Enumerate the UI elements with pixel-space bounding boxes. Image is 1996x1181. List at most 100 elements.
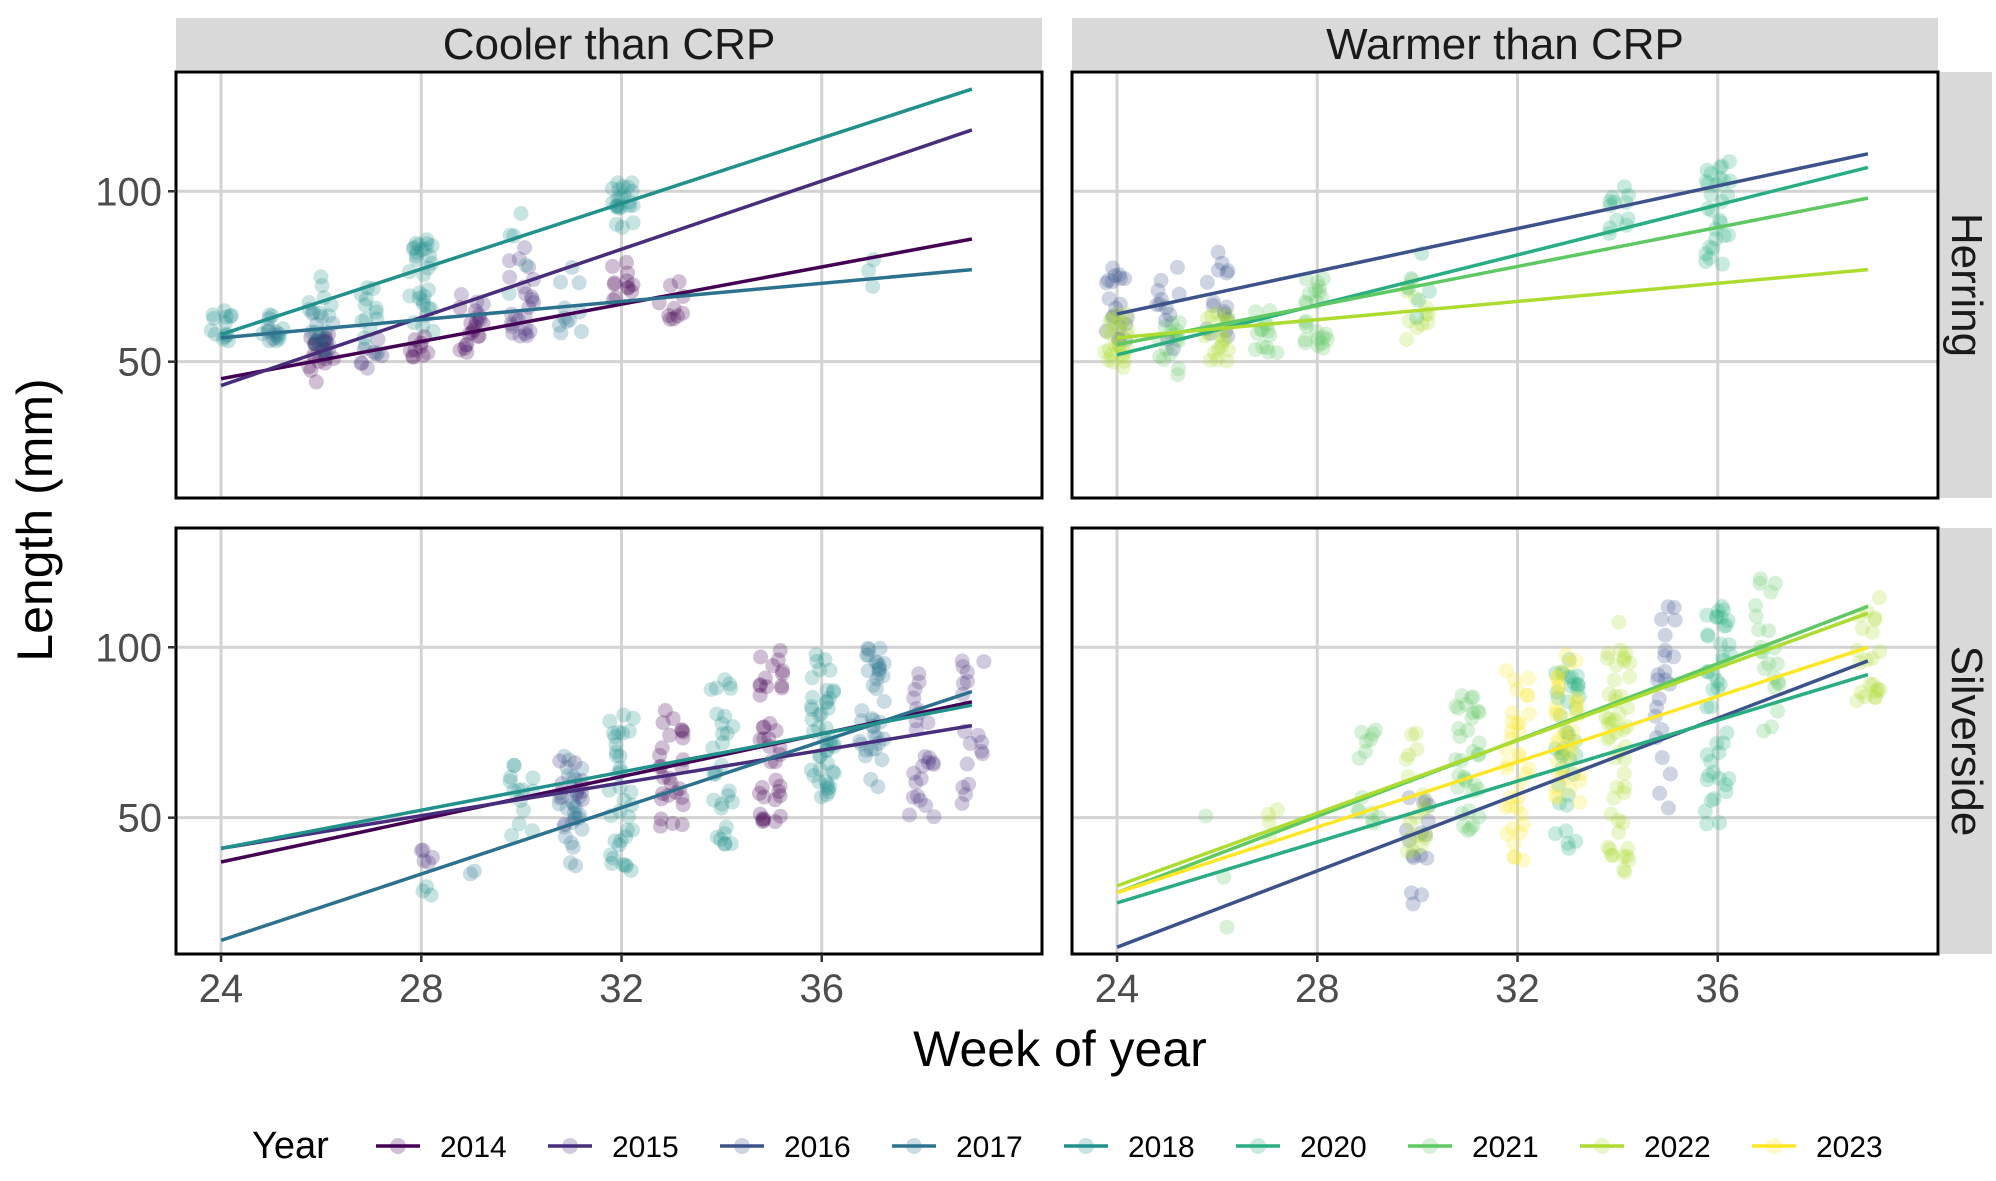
data-point: [563, 855, 578, 871]
data-point: [1616, 650, 1632, 666]
data-point: [618, 829, 634, 845]
data-point: [861, 647, 876, 663]
data-point: [1622, 669, 1637, 685]
data-point: [308, 336, 324, 352]
data-point: [1450, 700, 1466, 716]
data-point: [1555, 746, 1571, 762]
trend-line: [1116, 196, 1869, 347]
data-point: [1108, 338, 1123, 354]
data-point: [674, 817, 690, 833]
data-point: [1513, 806, 1529, 822]
data-point: [1552, 707, 1568, 723]
data-point: [308, 333, 324, 349]
data-point: [1098, 275, 1114, 291]
data-point: [1660, 599, 1676, 615]
data-point: [560, 768, 576, 784]
data-point: [911, 666, 927, 682]
data-point: [1470, 703, 1486, 719]
column-strip-background: [1072, 18, 1938, 70]
data-point: [1162, 307, 1178, 323]
data-point: [767, 792, 783, 808]
data-point: [1616, 848, 1631, 864]
data-point: [675, 797, 691, 813]
data-point: [1619, 700, 1635, 716]
data-point: [772, 808, 788, 824]
data-point: [1315, 340, 1331, 356]
data-point: [675, 730, 691, 746]
data-point: [906, 765, 922, 781]
data-point: [1763, 584, 1779, 600]
data-point: [505, 325, 521, 341]
data-point: [519, 328, 535, 344]
data-point: [1213, 339, 1229, 355]
data-point: [717, 836, 733, 852]
data-point: [416, 288, 432, 304]
data-point: [1568, 700, 1584, 716]
trend-lines: [220, 689, 973, 943]
data-point: [902, 807, 917, 823]
data-point: [205, 307, 221, 323]
data-point: [1709, 735, 1725, 751]
data-point: [604, 181, 620, 197]
data-point: [1561, 840, 1577, 856]
data-point: [1616, 785, 1632, 801]
data-point: [1705, 681, 1721, 697]
data-point: [608, 737, 624, 753]
data-point: [756, 719, 772, 735]
data-point: [620, 179, 636, 195]
data-point: [861, 263, 877, 279]
data-point: [1560, 835, 1576, 851]
data-point: [1714, 256, 1730, 272]
data-point: [1560, 729, 1576, 745]
data-point: [1100, 272, 1116, 288]
legend-label: 2020: [1300, 1131, 1367, 1164]
data-point: [1872, 682, 1888, 698]
trend-line: [1116, 152, 1869, 316]
data-point: [1414, 887, 1430, 903]
data-point: [1404, 727, 1420, 743]
data-point: [425, 323, 441, 339]
data-point: [666, 300, 682, 316]
data-point: [858, 742, 874, 758]
data-point: [1409, 741, 1425, 757]
data-point: [703, 682, 719, 697]
data-point: [770, 652, 786, 668]
data-point: [1507, 672, 1522, 688]
data-point: [1156, 351, 1171, 367]
data-point: [1715, 602, 1731, 618]
data-point: [911, 674, 927, 690]
data-point: [418, 241, 433, 257]
trend-line: [1116, 611, 1869, 888]
data-point: [1462, 821, 1478, 837]
data-point: [913, 771, 929, 787]
data-point: [663, 277, 678, 293]
data-point: [871, 662, 887, 678]
data-point: [559, 801, 575, 816]
data-point: [618, 858, 634, 874]
data-point: [1504, 714, 1520, 730]
data-point: [1657, 627, 1673, 643]
data-point: [1217, 331, 1233, 347]
data-point: [1767, 575, 1783, 591]
data-point: [1206, 345, 1222, 361]
column-strip-label: Cooler than CRP: [443, 20, 776, 69]
data-point: [1617, 864, 1633, 880]
data-point: [409, 245, 425, 260]
data-point: [603, 847, 619, 863]
data-point: [606, 725, 621, 741]
data-point: [1519, 687, 1535, 703]
data-point: [871, 666, 887, 682]
data-point: [1606, 790, 1622, 806]
data-point: [717, 836, 733, 852]
data-point: [1657, 648, 1673, 664]
legend-entry: 2015: [548, 1131, 679, 1164]
data-point: [1498, 663, 1514, 679]
data-point: [574, 821, 590, 837]
data-point: [268, 333, 284, 349]
data-point: [1421, 283, 1437, 299]
data-point: [1269, 345, 1285, 361]
data-point: [524, 289, 540, 305]
data-point: [1260, 323, 1276, 339]
data-point: [1764, 719, 1780, 735]
data-point: [1102, 342, 1117, 357]
